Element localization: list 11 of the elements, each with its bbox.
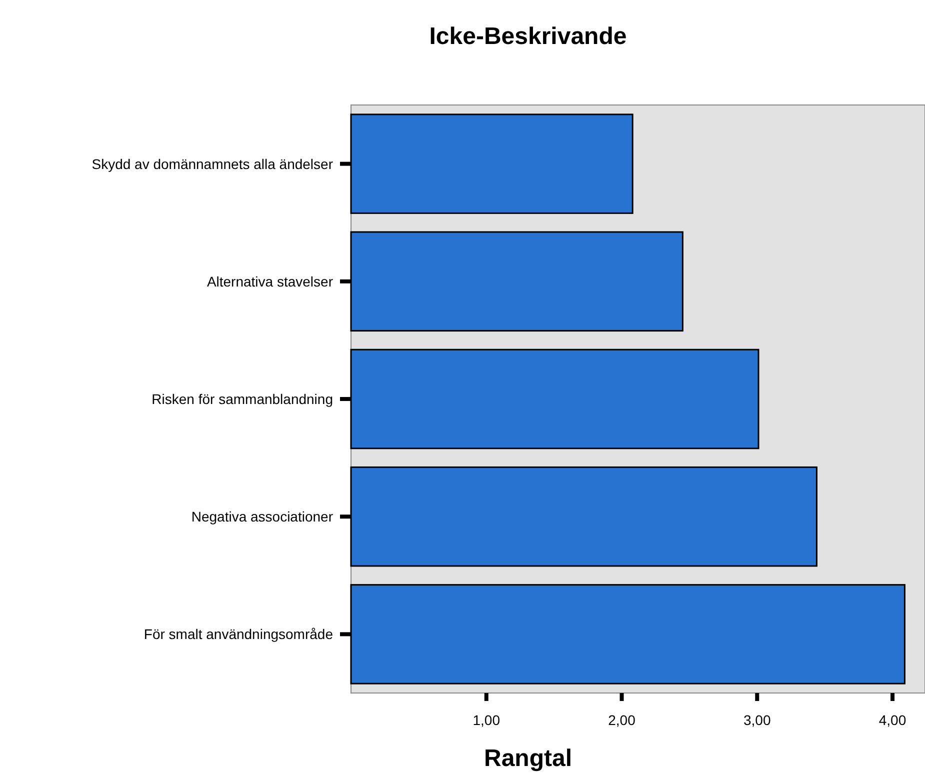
chart-title: Icke-Beskrivande	[429, 23, 627, 50]
x-tick-label: 1,00	[472, 712, 500, 728]
y-tick-label: Skydd av domännamnets alla ändelser	[92, 156, 334, 172]
y-tick-label: Alternativa stavelser	[206, 273, 334, 290]
x-tick-label: 3,00	[744, 712, 771, 728]
y-tick-label: Negativa associationer	[191, 508, 334, 525]
x-tick-label: 2,00	[608, 712, 636, 728]
x-tick-label: 4,00	[878, 712, 906, 728]
y-tick-label: Risken för sammanblandning	[152, 391, 333, 407]
y-tick-label: För smalt användningsområde	[144, 626, 334, 642]
x-axis-title: Rangtal	[484, 745, 572, 772]
